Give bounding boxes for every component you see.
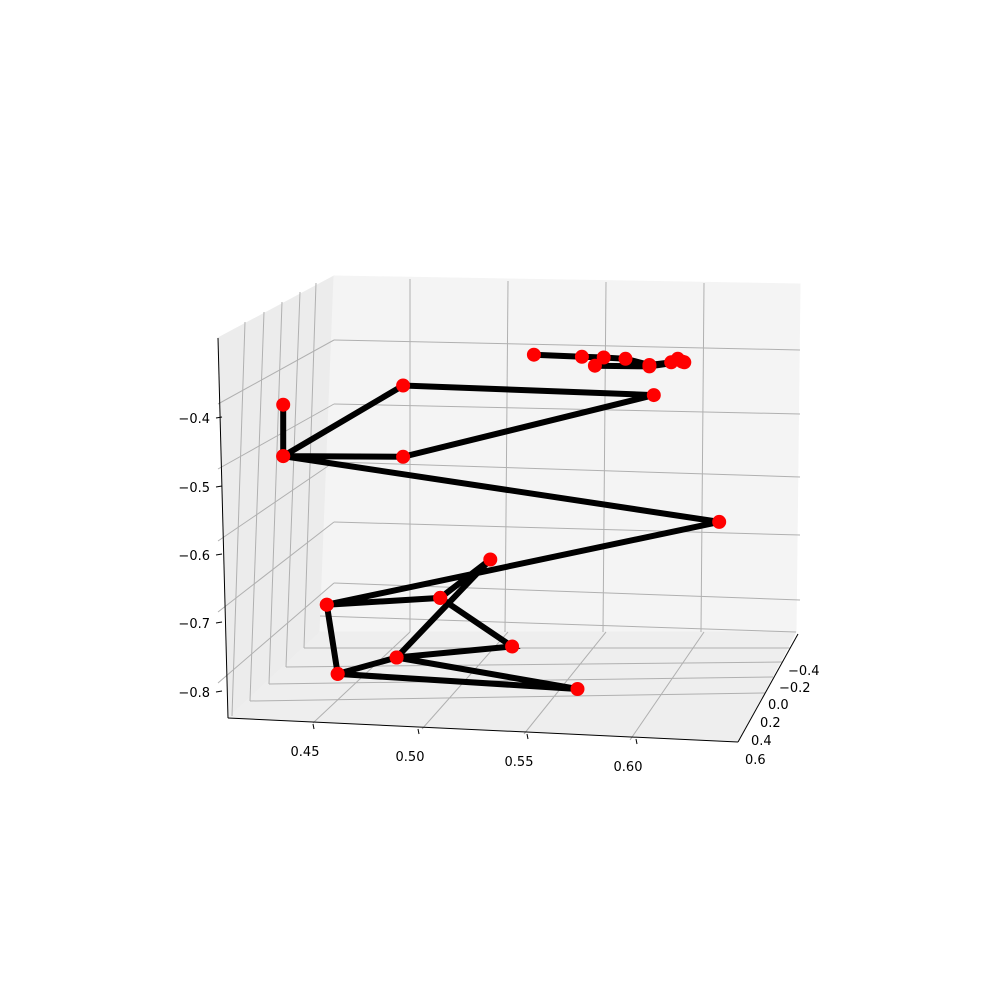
head-point-marker	[642, 359, 657, 374]
grid-line-left-v	[268, 301, 283, 685]
grid-line-left-h	[217, 582, 335, 684]
body-point-marker	[483, 552, 498, 567]
z-tick-label: −0.5	[178, 481, 210, 496]
chart-axes	[217, 337, 799, 743]
grid-line-back-h	[333, 339, 801, 351]
body-point-marker	[646, 388, 661, 403]
y-tick-label: −0.4	[788, 664, 820, 679]
grid-line-left-v	[303, 282, 317, 649]
body-point-marker	[389, 650, 404, 665]
chart-tick-labels: 0.45 0.50 0.55 0.60 −0.4 −0.5 −0.6 −0.7 −0.8 −0.4…	[178, 412, 819, 775]
grid-line-left-v	[249, 311, 265, 702]
z-tick-mark	[215, 416, 223, 419]
body-point-marker	[396, 449, 411, 464]
z-axis-line	[217, 337, 229, 719]
x-tick-label: 0.55	[505, 755, 534, 770]
grid-line-left-h	[217, 461, 335, 542]
z-tick-label: −0.6	[178, 549, 210, 564]
x-tick-mark	[635, 738, 638, 745]
x-tick-mark	[526, 733, 529, 740]
grid-line-floor	[249, 692, 766, 702]
y-tick-label: −0.2	[779, 681, 811, 696]
z-tick-label: −0.7	[178, 617, 210, 632]
grid-line-left-h	[217, 339, 335, 405]
grid-line-floor	[629, 631, 705, 741]
head-point-marker	[574, 349, 589, 364]
grid-line-left-v	[231, 321, 246, 717]
grid-line-floor	[319, 615, 797, 633]
head-point-marker	[618, 351, 633, 366]
x-tick-label: 0.60	[614, 760, 643, 775]
z-tick-mark	[215, 621, 223, 624]
x-tick-label: 0.45	[291, 745, 320, 760]
z-tick-mark	[215, 690, 223, 693]
grid-line-left-v	[285, 291, 301, 668]
grid-line-back-h	[333, 521, 801, 536]
y-tick-label: 0.2	[760, 716, 781, 731]
y-tick-label: 0.6	[745, 753, 766, 768]
body-point-marker	[276, 397, 291, 412]
x-axis-line	[227, 717, 739, 743]
z-tick-label: −0.8	[178, 686, 210, 701]
y-tick-label: 0.4	[751, 734, 772, 749]
head-point-marker	[596, 350, 611, 365]
grid-line-back-v	[602, 281, 607, 633]
grid-line-left-h	[217, 403, 335, 470]
body-point-marker	[505, 639, 520, 654]
x-tick-label: 0.50	[396, 750, 425, 765]
z-tick-label: −0.4	[178, 412, 210, 427]
grid-line-left-h	[217, 521, 335, 613]
z-tick-mark	[215, 485, 223, 488]
head-point-marker	[587, 358, 602, 373]
body-point-marker	[570, 682, 585, 696]
head-point-marker	[675, 354, 690, 369]
head-point-marker	[526, 347, 541, 362]
body-point-marker	[330, 666, 345, 681]
grid-line-floor	[523, 631, 607, 735]
chart-series	[276, 347, 727, 696]
body-point-marker	[433, 590, 448, 605]
y-axis-line	[737, 633, 799, 743]
grid-line-back-h	[333, 461, 801, 478]
body-point-marker	[712, 514, 727, 529]
y-tick-label: 0.0	[768, 698, 789, 713]
x-tick-mark	[417, 728, 420, 735]
body-series-line	[280, 382, 720, 692]
body-point-marker	[396, 378, 411, 393]
body-point-marker	[276, 449, 291, 464]
x-tick-mark	[312, 723, 315, 730]
grid-line-back-h	[333, 403, 801, 415]
body-point-marker	[319, 597, 334, 612]
grid-line-back-v	[504, 280, 509, 633]
chart-panes	[217, 275, 801, 743]
grid-line-back-v	[700, 282, 705, 633]
z-tick-mark	[215, 553, 223, 556]
